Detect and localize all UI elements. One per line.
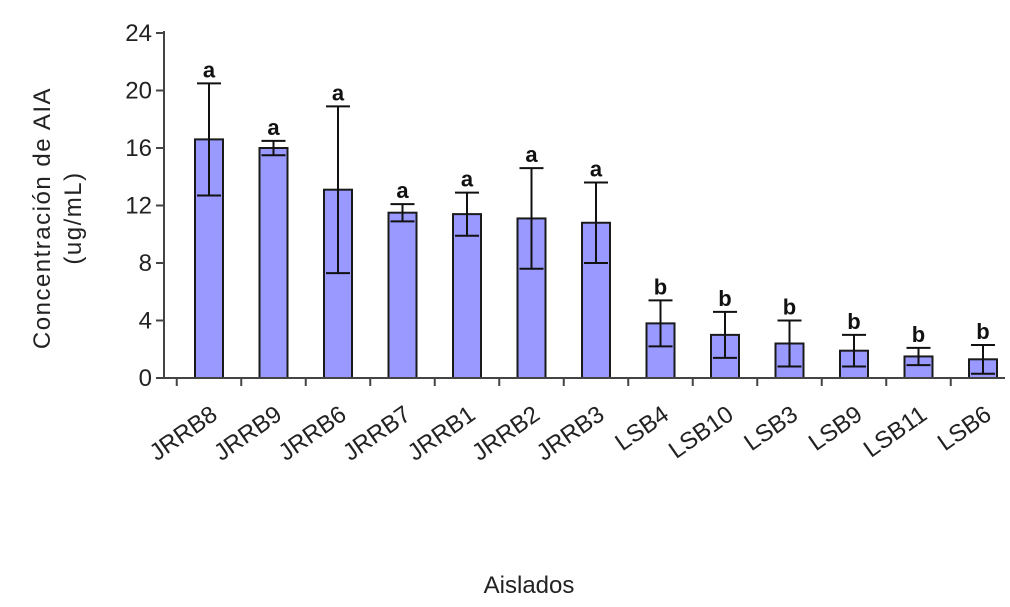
significance-label: b	[718, 286, 731, 311]
significance-label: b	[783, 295, 796, 320]
labels-group: 0 4 8 12 16 20 24 a JRRB8 a JRRB9 a JRRB6 a JRRB7 a JRRB…	[125, 20, 996, 467]
x-tick-label: LSB4	[610, 401, 674, 457]
y-tick-label: 12	[125, 193, 152, 220]
x-tick-label: JRRB8	[145, 401, 223, 467]
y-tick-label: 20	[125, 78, 152, 105]
x-tick-label: LSB10	[664, 401, 739, 464]
y-tick-label: 16	[125, 135, 152, 162]
significance-label: a	[267, 115, 280, 140]
x-tick-label: JRRB6	[274, 401, 352, 467]
significance-label: a	[590, 157, 603, 182]
significance-label: a	[396, 178, 409, 203]
significance-label: b	[976, 319, 989, 344]
x-tick-label: JRRB7	[338, 401, 416, 467]
y-tick-label: 4	[139, 308, 152, 335]
bar-jrrb1	[452, 213, 482, 379]
bar-jrrb7	[387, 211, 418, 379]
significance-label: b	[912, 322, 925, 347]
x-tick-label: LSB6	[933, 401, 997, 457]
y-axis-title-group: Concentración de AIA (ug/mL)	[29, 87, 87, 349]
error-bars-group	[197, 82, 995, 375]
y-tick-label: 8	[139, 250, 152, 277]
significance-label: a	[461, 167, 474, 192]
x-tick-label: JRRB2	[467, 401, 545, 467]
x-tick-label: JRRB1	[403, 401, 481, 467]
significance-label: b	[847, 309, 860, 334]
x-tick-label: JRRB9	[209, 401, 287, 467]
y-axis-title: Concentración de AIA	[29, 87, 56, 349]
x-tick-label: LSB11	[859, 401, 932, 463]
y-axis-unit: (ug/mL)	[60, 171, 87, 264]
y-tick-label: 0	[139, 365, 152, 392]
x-tick-label: LSB3	[739, 401, 803, 457]
bar-jrrb9	[258, 147, 289, 379]
significance-label: b	[654, 274, 667, 299]
significance-label: a	[525, 142, 538, 167]
y-tick-label: 24	[125, 20, 152, 47]
significance-label: a	[332, 80, 345, 105]
x-tick-label: JRRB3	[532, 401, 610, 467]
x-axis-title: Aislados	[484, 572, 575, 599]
significance-label: a	[203, 57, 216, 82]
x-tick-label: LSB9	[804, 401, 868, 457]
axes-group	[156, 31, 1005, 386]
